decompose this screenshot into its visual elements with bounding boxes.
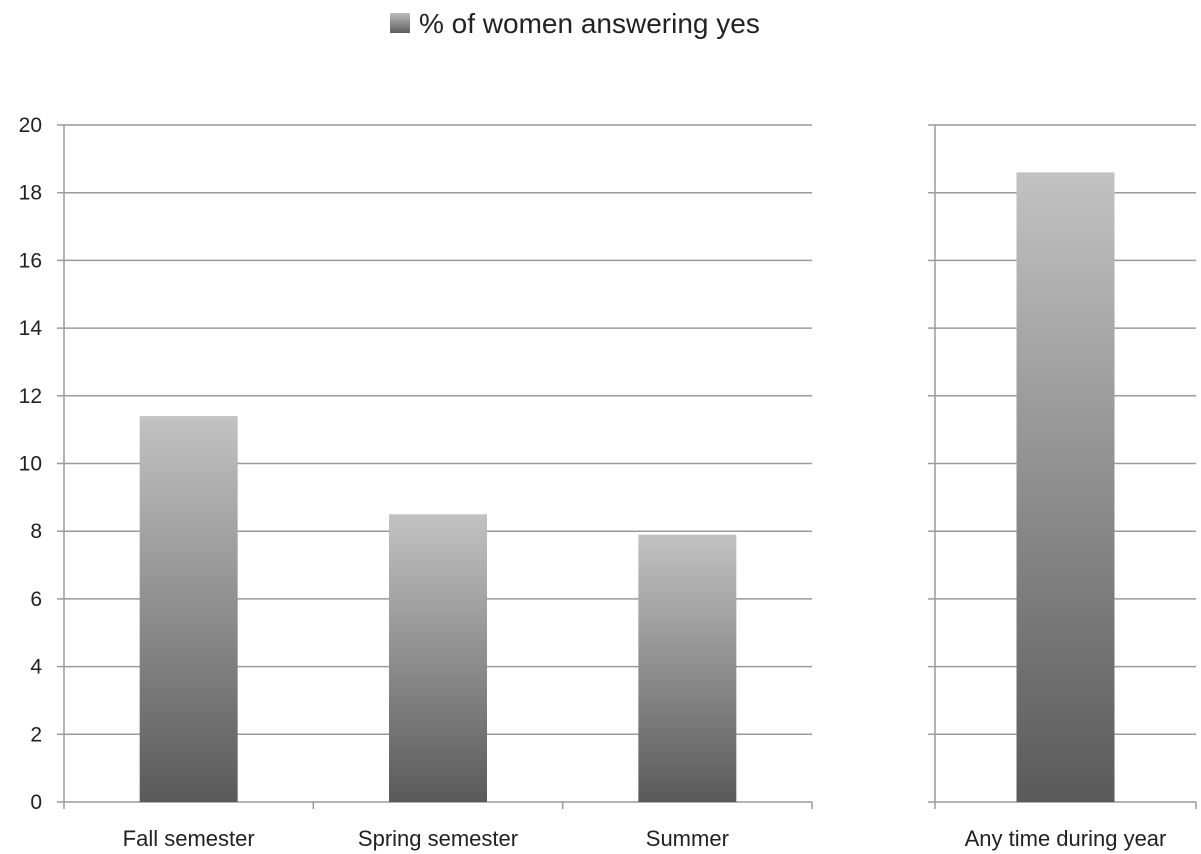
bar-fall-semester (139, 416, 238, 802)
y-tick-label: 6 (30, 588, 42, 611)
legend: % of women answering yes (390, 8, 760, 39)
x-category-label: Summer (646, 826, 729, 851)
bar-spring-semester (389, 514, 487, 802)
y-tick-label: 0 (30, 791, 42, 814)
y-tick-label: 2 (30, 723, 42, 746)
y-tick-label: 16 (19, 249, 42, 272)
x-category-label: Any time during year (965, 826, 1167, 851)
bar-any-time-during-year (1016, 172, 1115, 802)
chart-panel-1: 0 2 4 6 8 10 12 14 16 18 20 Fall semester Spring sem… (19, 114, 813, 851)
y-tick-label: 12 (19, 385, 42, 408)
chart-panel-2: Any time during year (928, 124, 1197, 851)
x-category-label: Spring semester (358, 826, 518, 851)
legend-label: % of women answering yes (419, 8, 760, 39)
bar-summer (638, 534, 737, 802)
y-tick-label: 4 (30, 656, 42, 679)
y-tick-label: 14 (19, 317, 43, 340)
legend-swatch (390, 13, 410, 33)
y-tick-label: 8 (30, 520, 42, 543)
y-tick-label: 18 (19, 182, 42, 205)
x-category-label: Fall semester (123, 826, 255, 851)
y-tick-label: 20 (19, 114, 42, 137)
y-tick-label: 10 (19, 453, 42, 476)
chart-panels: 0 2 4 6 8 10 12 14 16 18 20 Fall semester Spring sem… (19, 114, 1197, 851)
